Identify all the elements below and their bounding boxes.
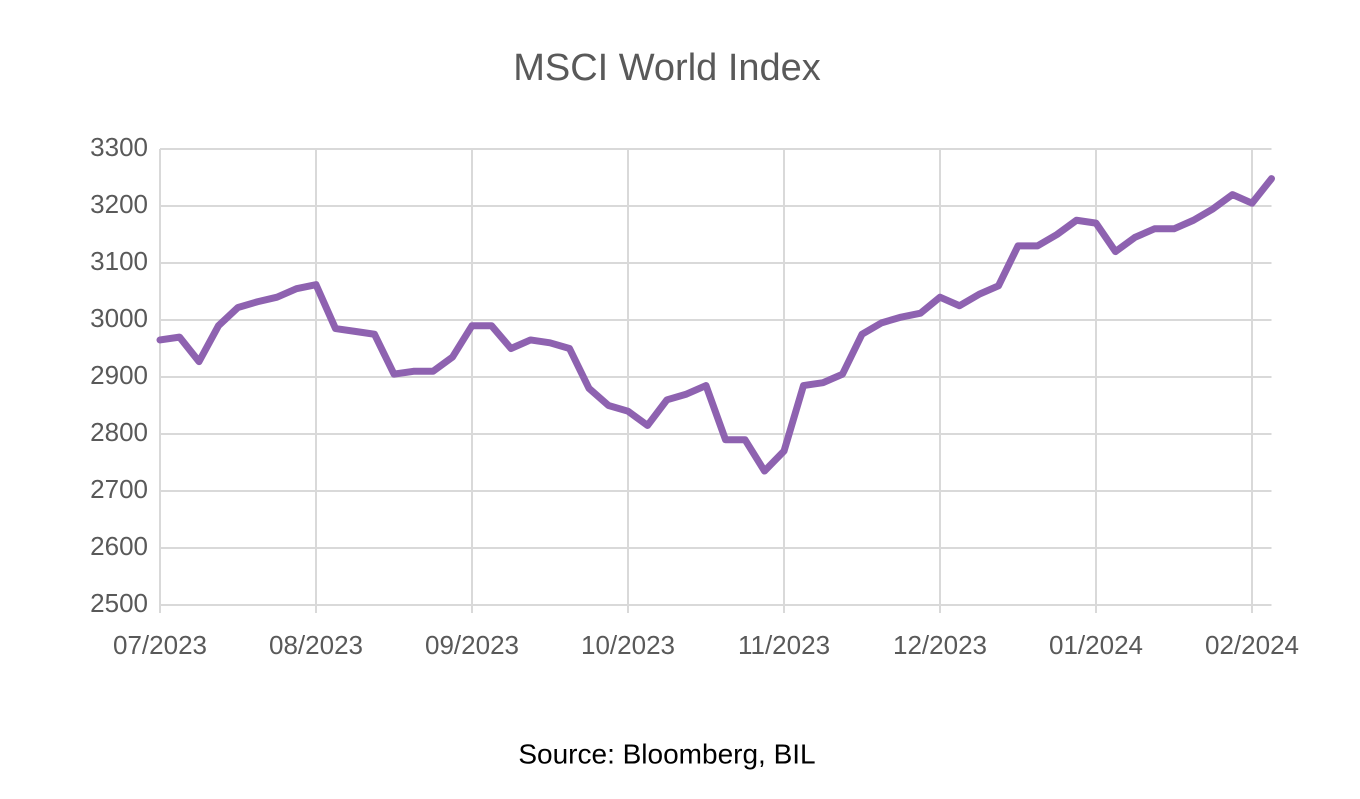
y-tick-label: 2900 bbox=[90, 360, 148, 390]
x-tick-label: 10/2023 bbox=[581, 630, 675, 660]
x-tick-label: 09/2023 bbox=[425, 630, 519, 660]
x-tick-label: 11/2023 bbox=[738, 630, 830, 660]
data-line bbox=[156, 175, 1275, 475]
y-tick-label: 3100 bbox=[90, 246, 148, 276]
y-tick-label: 2800 bbox=[90, 417, 148, 447]
y-tick-label: 2600 bbox=[90, 531, 148, 561]
y-tick-label: 2700 bbox=[90, 474, 148, 504]
x-tick-label: 01/2024 bbox=[1049, 630, 1143, 660]
x-tick-label: 02/2024 bbox=[1205, 630, 1299, 660]
y-tick-label: 3300 bbox=[90, 132, 148, 162]
x-tick-label: 08/2023 bbox=[269, 630, 363, 660]
y-tick-label: 3000 bbox=[90, 303, 148, 333]
y-tick-label: 2500 bbox=[90, 588, 148, 618]
x-tick-label: 07/2023 bbox=[113, 630, 207, 660]
chart-title: MSCI World Index bbox=[513, 47, 821, 89]
source-note: Source: Bloomberg, BIL bbox=[518, 738, 815, 769]
y-tick-label: 3200 bbox=[90, 189, 148, 219]
x-tick-label: 12/2023 bbox=[893, 630, 987, 660]
